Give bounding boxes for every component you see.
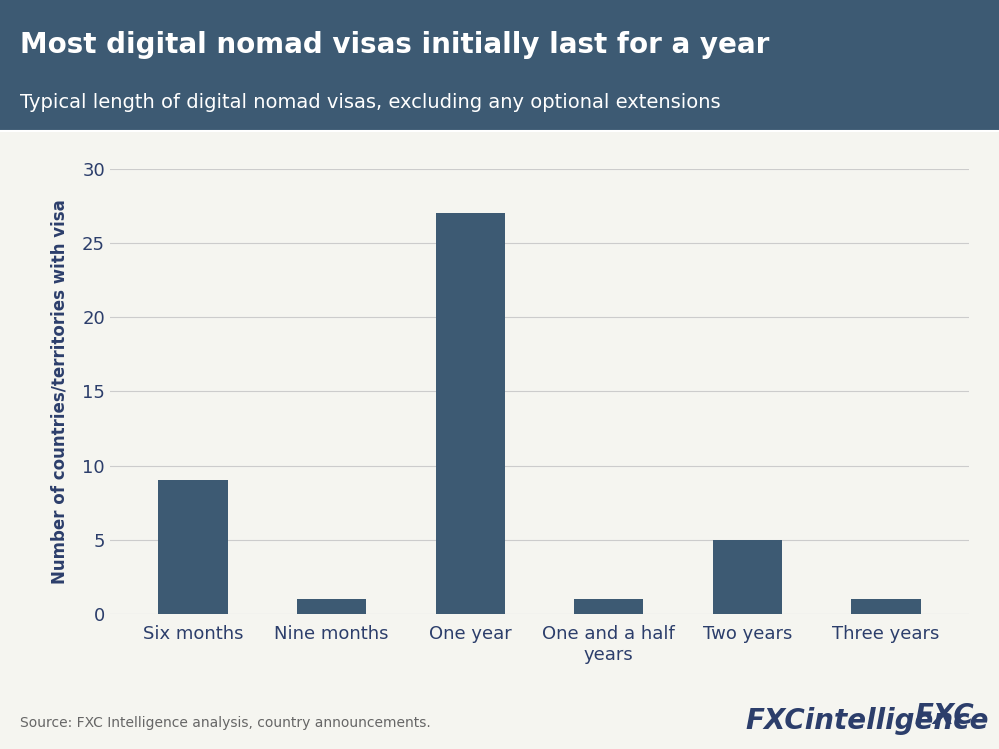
Y-axis label: Number of countries/territories with visa: Number of countries/territories with vis…: [50, 199, 68, 583]
Bar: [712, 540, 782, 614]
Bar: [851, 599, 920, 614]
Bar: [159, 481, 228, 614]
Bar: [436, 213, 504, 614]
Text: Most digital nomad visas initially last for a year: Most digital nomad visas initially last …: [20, 31, 769, 59]
Text: FXC: FXC: [914, 703, 974, 730]
Text: Source: FXC Intelligence analysis, country announcements.: Source: FXC Intelligence analysis, count…: [20, 716, 431, 730]
Text: Typical length of digital nomad visas, excluding any optional extensions: Typical length of digital nomad visas, e…: [20, 93, 720, 112]
Text: FXCintelligence: FXCintelligence: [745, 707, 989, 736]
Bar: [574, 599, 643, 614]
Bar: [297, 599, 367, 614]
